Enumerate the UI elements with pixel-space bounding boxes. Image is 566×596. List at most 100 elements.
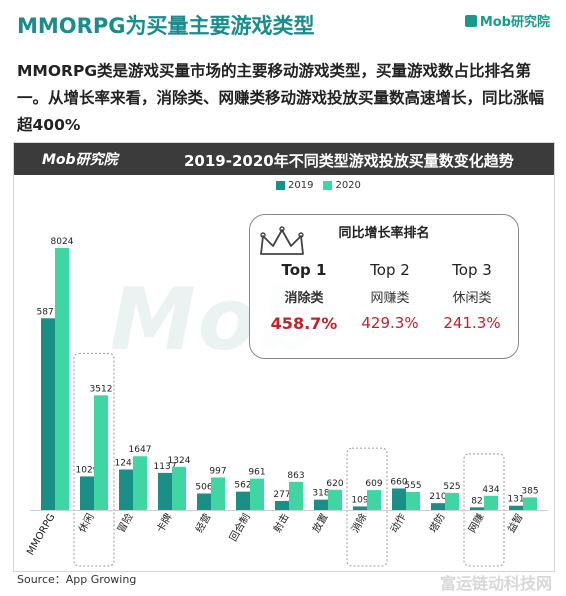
data-label-2020-经营: 997 [209,466,226,476]
ranking-title: 同比增长率排名 [338,226,430,241]
x-tick-label-MMORPG: MMORPG [25,512,57,557]
bar-2020-MMORPG [55,248,69,510]
bar-2020-经营 [211,477,225,510]
mob-logo-icon [464,14,477,27]
chart-legend: 2019 2020 [276,180,361,191]
bar-2020-动作 [406,491,420,510]
data-label-2019-塔防: 210 [429,492,446,502]
data-label-2020-网赚: 434 [482,485,499,495]
data-label-2019-休闲: 1029 [76,465,99,475]
bar-2020-网赚 [484,495,498,510]
source-note: Source：App Growing [17,573,137,586]
data-label-2019-消除: 109 [351,495,368,505]
growth-ranking-box: 同比增长率排名 Top 1 消除类 458.7% Top 2 网赚类 429.3… [249,214,519,359]
bar-2019-益智 [509,505,523,510]
legend-swatch-2020 [323,180,333,190]
bar-2019-卡牌 [158,472,172,510]
brand-logo: Mob研究院 [464,11,550,30]
ranking-rank: Top 2 [370,261,410,279]
ranking-growth: 241.3% [443,314,501,332]
bar-2019-放置 [314,499,328,510]
x-tick-label-放置: 放置 [309,511,330,535]
bar-2020-休闲 [94,395,108,510]
ranking-rank: Top 3 [452,261,492,279]
footer-watermark: 富运链动科技网 [439,574,552,593]
data-label-2019-回合制: 562 [234,481,251,491]
ranking-category: 消除类 [284,291,324,306]
data-label-2020-休闲: 3512 [90,384,113,394]
data-label-2020-MMORPG: 8024 [51,237,74,247]
bar-2020-放置 [328,489,342,510]
brand-name: Mob研究院 [479,15,550,30]
bar-2019-动作 [392,488,406,510]
ranking-growth: 458.7% [270,314,338,333]
data-label-2020-卡牌: 1324 [168,456,191,466]
ranking-category: 网赚类 [370,291,410,306]
data-label-2020-回合制: 961 [248,468,265,478]
bar-2020-回合制 [250,478,264,510]
bar-2020-益智 [523,497,537,510]
data-label-2020-消除: 609 [365,479,382,489]
x-tick-label-回合制: 回合制 [226,511,252,543]
data-label-2019-MMORPG: 5871 [37,307,60,317]
bar-2019-塔防 [431,503,445,510]
bar-2019-经营 [197,493,211,510]
x-tick-label-射击: 射击 [271,512,291,535]
legend-swatch-2019 [276,180,285,190]
x-tick-label-消除: 消除 [348,511,369,535]
ranking-rank: Top 1 [281,261,327,279]
legend-label-2020: 2020 [335,180,361,191]
data-label-2019-动作: 660 [390,477,407,487]
bar-2020-消除 [367,490,381,510]
legend-item-2020: 2020 [323,180,361,191]
bar-2020-射击 [289,481,303,510]
legend-item-2019: 2019 [276,180,313,191]
x-tick-label-益智: 益智 [504,511,525,535]
bar-2019-MMORPG [41,318,55,510]
page-title: MMORPG为买量主要游戏类型 [17,14,315,38]
crown-icon [260,226,304,255]
data-label-2019-经营: 506 [195,482,212,492]
data-label-2020-益智: 385 [521,486,538,496]
bar-2019-消除 [353,506,367,510]
bar-2020-塔防 [445,492,459,510]
chart-brand: Mob研究院 [42,152,118,168]
bar-2019-休闲 [80,476,94,510]
data-label-2019-射击: 277 [273,490,290,500]
data-label-2020-冒险: 1647 [129,445,152,455]
x-tick-label-冒险: 冒险 [114,511,135,535]
x-tick-label-塔防: 塔防 [426,511,447,535]
data-label-2019-冒险: 1241 [115,458,138,468]
highlight-box-消除 [346,447,388,567]
data-label-2020-射击: 863 [287,471,304,481]
bar-2019-射击 [275,500,289,510]
data-label-2019-益智: 131 [507,495,524,505]
ranking-growth: 429.3% [361,314,419,332]
data-label-2020-放置: 620 [326,479,343,489]
highlight-box-网赚 [463,453,505,567]
bar-2019-回合制 [236,491,250,510]
page-subtitle: MMORPG类是游戏买量市场的主要移动游戏类型，买量游戏数占比排名第一。从增长率… [17,62,545,134]
bar-2020-冒险 [133,456,147,510]
x-tick-label-经营: 经营 [192,511,213,535]
chart-header: Mob研究院 2019-2020年不同类型游戏投放买量数变化趋势 [14,143,554,175]
data-label-2019-网赚: 82 [471,496,482,506]
bar-2019-冒险 [119,469,133,510]
ranking-item-2: Top 2 网赚类 429.3% [350,261,430,332]
ranking-category: 休闲类 [452,291,492,306]
x-tick-label-网赚: 网赚 [465,511,486,535]
data-label-2019-放置: 318 [312,489,329,499]
x-tick-label-休闲: 休闲 [75,511,96,535]
ranking-item-1: Top 1 消除类 458.7% [264,261,344,333]
data-label-2019-卡牌: 1137 [154,462,177,472]
x-tick-label-动作: 动作 [388,512,408,535]
bar-2020-卡牌 [172,466,186,510]
ranking-item-3: Top 3 休闲类 241.3% [432,261,512,332]
data-label-2020-动作: 555 [404,481,421,491]
bar-2019-网赚 [470,507,484,510]
chart-title: 2019-2020年不同类型游戏投放买量数变化趋势 [184,152,514,170]
x-tick-label-卡牌: 卡牌 [153,511,174,535]
data-label-2020-塔防: 525 [443,482,460,492]
legend-label-2019: 2019 [288,180,314,191]
